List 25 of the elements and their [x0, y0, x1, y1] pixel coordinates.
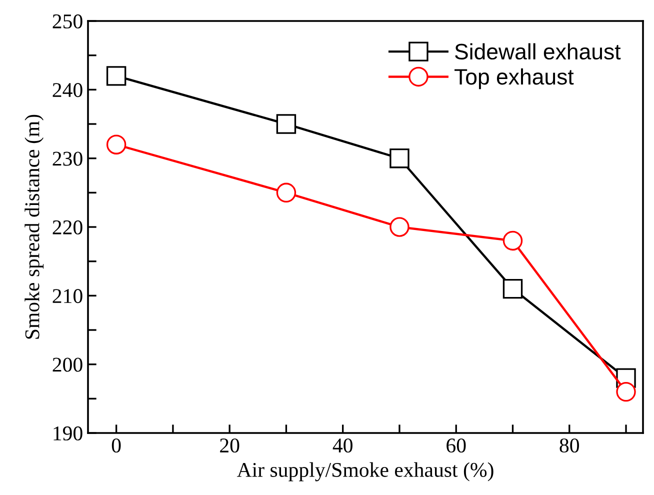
- point: [106, 134, 126, 154]
- y-tick-label: 230: [52, 152, 82, 166]
- y-tick-label: 220: [52, 220, 82, 234]
- point: [502, 230, 523, 251]
- point: [616, 382, 636, 402]
- point: [502, 278, 523, 299]
- point: [390, 217, 410, 237]
- y-tick-label: 210: [52, 289, 82, 304]
- x-tick-label: 40: [332, 438, 352, 453]
- x-tick-label: 60: [446, 438, 466, 453]
- x-tick-label: 0: [112, 438, 121, 453]
- y-axis-title: Smoke spread distance (m): [24, 114, 44, 339]
- point: [106, 66, 126, 86]
- x-tick-label: 80: [560, 438, 579, 453]
- point: [276, 114, 296, 134]
- point: [276, 182, 296, 203]
- point: [390, 148, 410, 168]
- y-tick-label: 240: [52, 83, 82, 98]
- legend-label: Sidewall exhaust: [455, 43, 621, 60]
- y-tick-label: 190: [54, 426, 82, 440]
- x-axis-title: Air supply/Smoke exhaust (%): [236, 462, 494, 482]
- y-tick-label: 250: [52, 14, 82, 28]
- x-tick-label: 20: [220, 438, 240, 453]
- legend-label: Top exhaust: [454, 68, 574, 90]
- y-tick-label: 200: [52, 358, 82, 372]
